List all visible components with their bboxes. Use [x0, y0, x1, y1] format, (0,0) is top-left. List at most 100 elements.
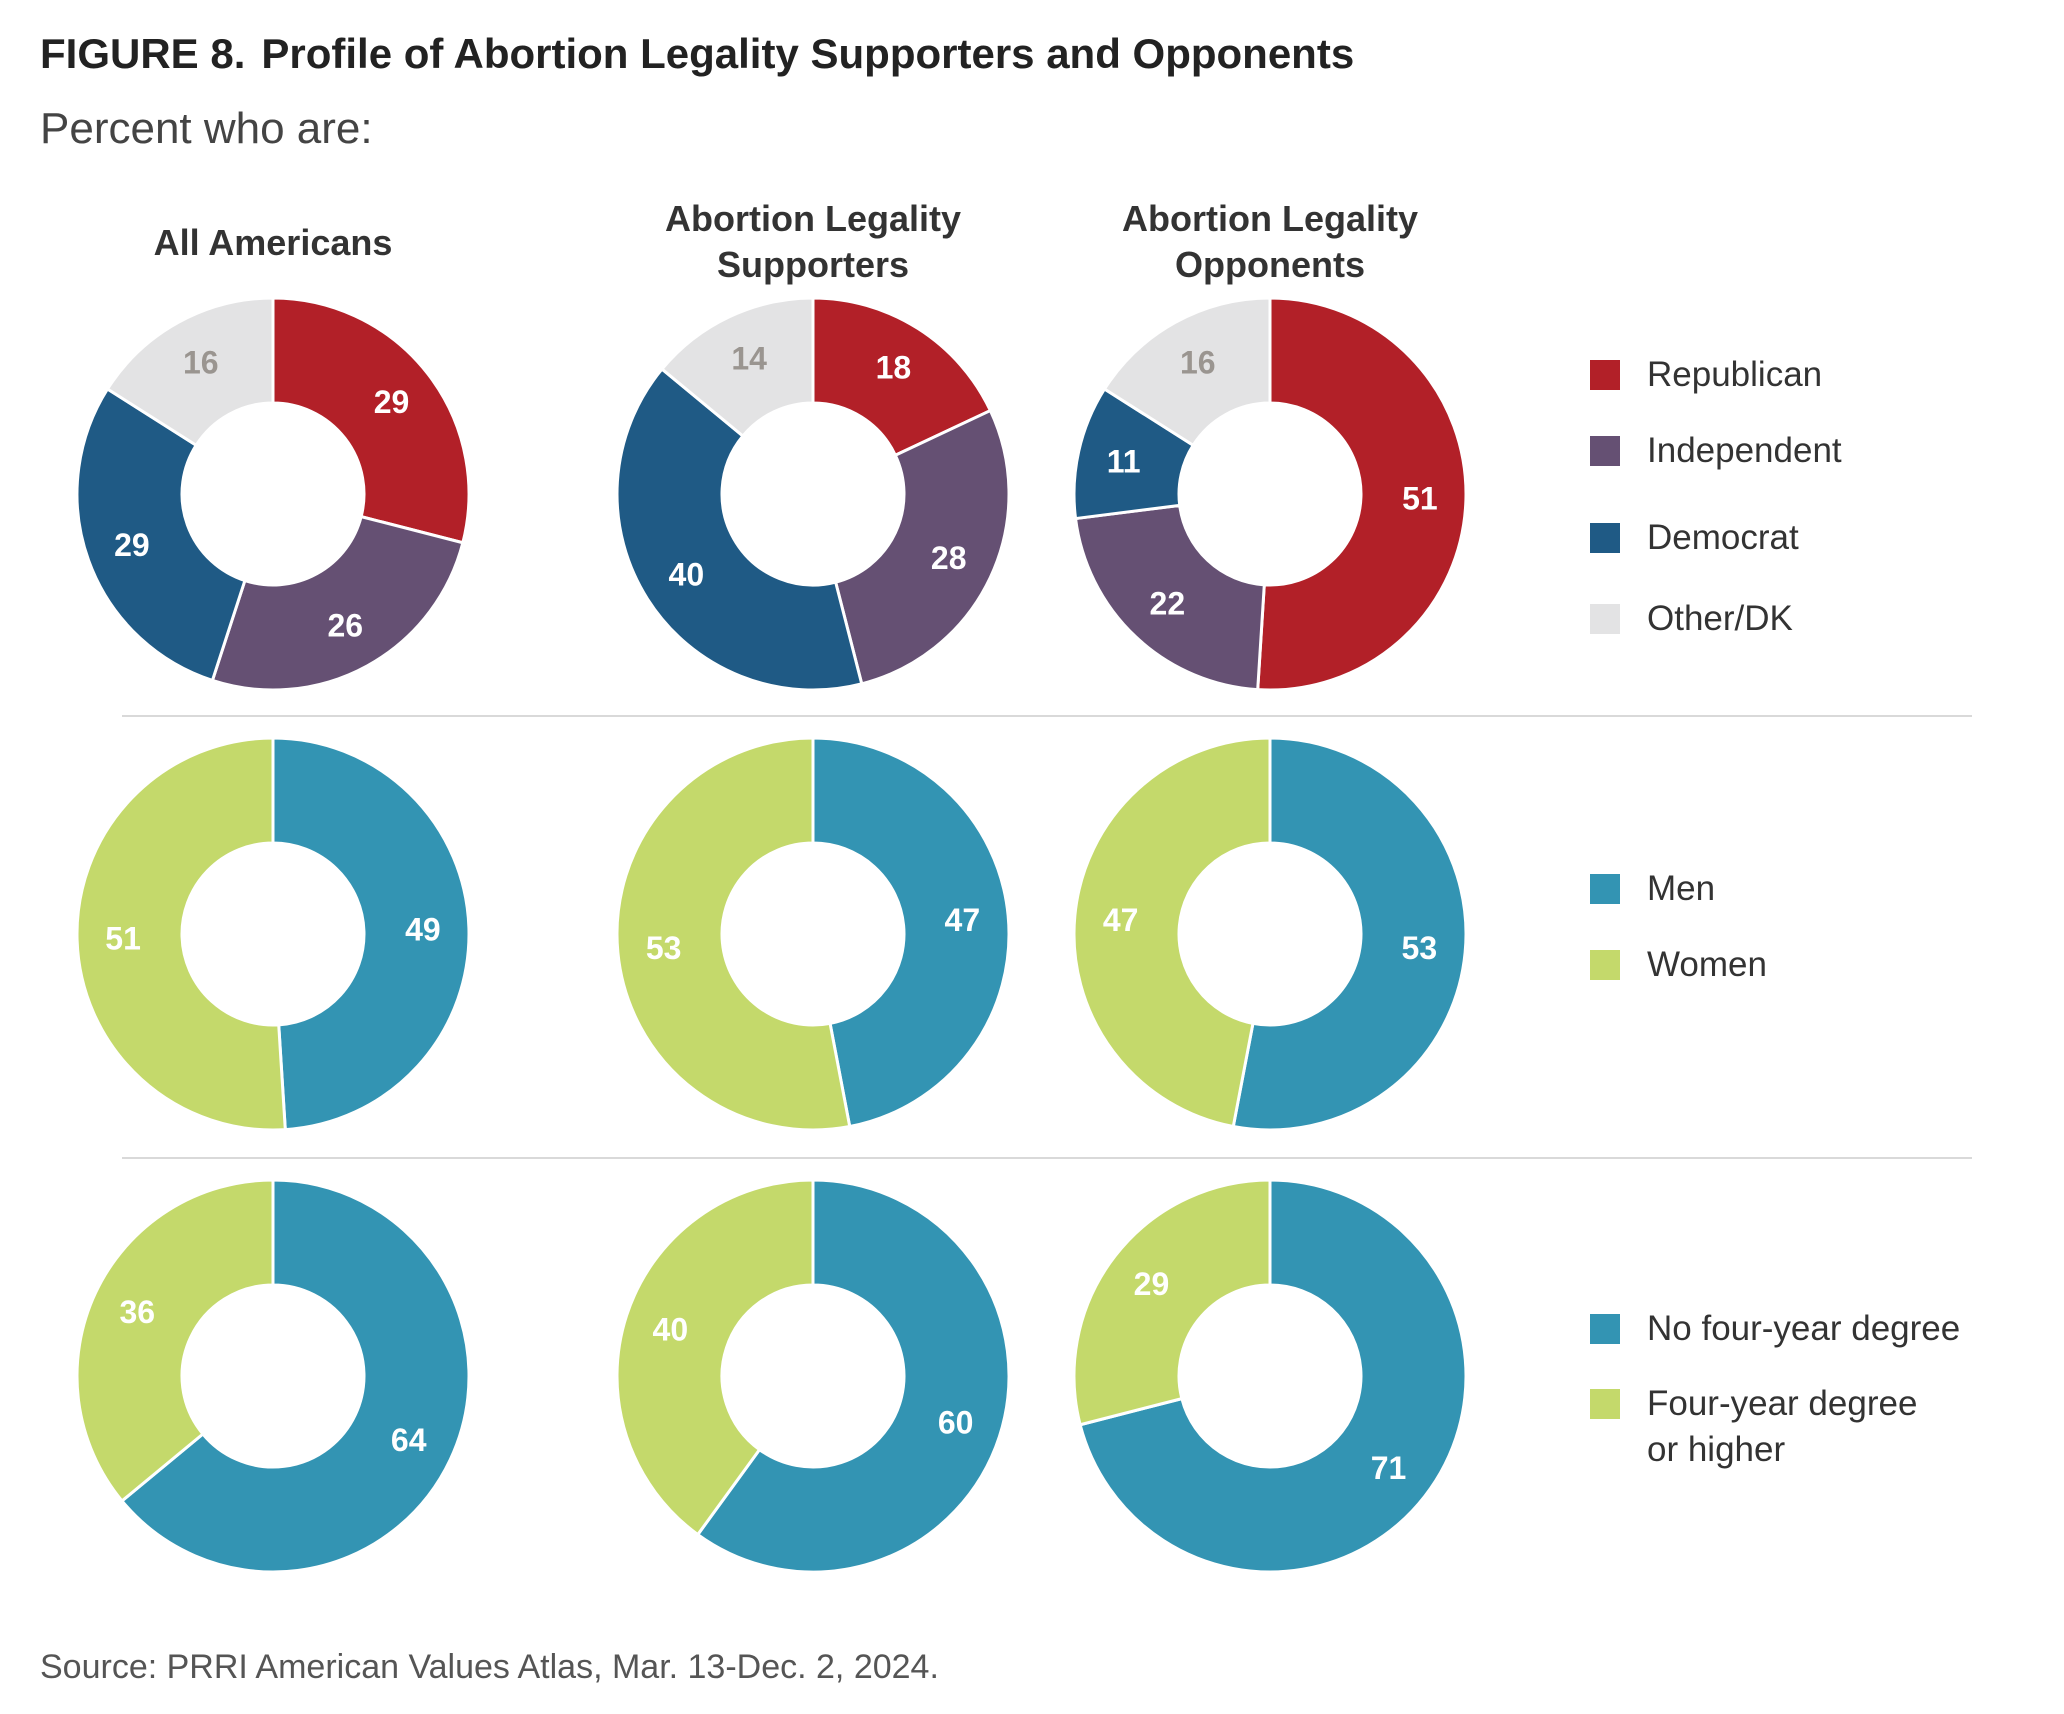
- legend-item: Independent: [1590, 428, 1842, 474]
- legend-swatch: [1590, 874, 1620, 904]
- figure-title-text: Profile of Abortion Legality Supporters …: [261, 30, 1355, 77]
- data-label-republican: 18: [876, 349, 912, 385]
- data-label-women: 51: [105, 921, 141, 957]
- legend-label-line: Republican: [1647, 355, 1823, 394]
- legend-item: Women: [1590, 942, 1767, 988]
- slice-republican: [271, 296, 471, 545]
- legend-swatch: [1590, 360, 1620, 390]
- data-label-men: 47: [945, 902, 981, 938]
- row-divider: [122, 715, 1972, 717]
- slice-no-four-year-degree: [696, 1178, 1011, 1574]
- slice-other-dk: [106, 296, 275, 447]
- legend-label-line: or higher: [1647, 1430, 1786, 1469]
- slice-independent: [834, 409, 1011, 686]
- column-header: Abortion Legality Supporters: [603, 196, 1023, 288]
- legend-label-line: Four-year degree: [1647, 1384, 1918, 1423]
- data-label-democrat: 11: [1107, 443, 1141, 479]
- slice-men: [271, 736, 471, 1132]
- data-label-no-four-year-degree: 64: [391, 1422, 427, 1458]
- legend-label: Republican: [1647, 352, 1822, 398]
- donut-gender-abortion-legality-opponents: 53 47: [1072, 736, 1468, 1132]
- slice-democrat: [615, 367, 864, 692]
- legend-label: Women: [1647, 942, 1767, 988]
- column-header-line: Supporters: [716, 244, 910, 285]
- slice-four-year-degree-or-higher: [1072, 1178, 1272, 1427]
- donut-party-all-americans: 29 26 29 16: [75, 296, 471, 692]
- donut-gender-all-americans: 49 51: [75, 736, 471, 1132]
- data-label-no-four-year-degree: 71: [1371, 1450, 1407, 1486]
- slice-independent: [210, 515, 465, 692]
- column-header: Abortion Legality Opponents: [1060, 196, 1480, 288]
- slice-women: [1072, 736, 1272, 1129]
- donut-gender-abortion-legality-supporters: 47 53: [615, 736, 1011, 1132]
- slice-four-year-degree-or-higher: [615, 1178, 815, 1537]
- data-label-men: 53: [1402, 930, 1438, 966]
- data-label-democrat: 40: [669, 556, 705, 592]
- donut-party-abortion-legality-opponents: 51 22 11 16: [1072, 296, 1468, 692]
- data-label-women: 53: [646, 930, 682, 966]
- slice-no-four-year-degree: [120, 1178, 471, 1574]
- donut-education-all-americans: 64 36: [75, 1178, 471, 1574]
- data-label-independent: 22: [1150, 585, 1186, 621]
- donut-party-abortion-legality-supporters: 18 28 40 14: [615, 296, 1011, 692]
- column-header-line: Abortion Legality: [665, 198, 961, 239]
- column-header: All Americans: [63, 220, 483, 266]
- donut-education-abortion-legality-supporters: 60 40: [615, 1178, 1011, 1574]
- slice-other-dk: [1103, 296, 1272, 447]
- legend-item: Democrat: [1590, 515, 1799, 561]
- slice-independent: [1074, 503, 1266, 692]
- legend-label: Democrat: [1647, 515, 1799, 561]
- slice-republican: [811, 296, 992, 457]
- slice-republican: [1256, 296, 1468, 692]
- slice-four-year-degree-or-higher: [75, 1178, 275, 1503]
- slice-democrat: [75, 387, 247, 682]
- legend-label: No four-year degree: [1647, 1306, 1960, 1352]
- column-header-line: Opponents: [1175, 244, 1365, 285]
- data-label-independent: 26: [327, 607, 363, 643]
- data-label-women: 47: [1103, 902, 1139, 938]
- column-header-line: All Americans: [153, 222, 393, 263]
- row-divider: [122, 1157, 1972, 1159]
- data-label-democrat: 29: [114, 527, 150, 563]
- legend-label: Men: [1647, 866, 1715, 912]
- legend-label-line: Independent: [1647, 431, 1842, 470]
- data-label-four-year-degree-or-higher: 36: [119, 1294, 155, 1330]
- data-label-other-dk: 16: [183, 345, 219, 381]
- data-label-other-dk: 16: [1180, 345, 1216, 381]
- legend-item: Men: [1590, 866, 1715, 912]
- legend-label: Independent: [1647, 428, 1842, 474]
- figure-title: FIGURE 8. Profile of Abortion Legality Su…: [40, 30, 1354, 78]
- legend-label-line: Democrat: [1647, 518, 1799, 557]
- legend-label-line: Other/DK: [1647, 599, 1793, 638]
- data-label-men: 49: [405, 911, 441, 947]
- legend-swatch: [1590, 1389, 1620, 1419]
- slice-men: [811, 736, 1011, 1129]
- legend-label-line: Women: [1647, 945, 1767, 984]
- source-note: Source: PRRI American Values Atlas, Mar.…: [40, 1648, 939, 1686]
- slice-women: [75, 736, 287, 1132]
- legend-swatch: [1590, 523, 1620, 553]
- legend-swatch: [1590, 950, 1620, 980]
- legend-label-line: No four-year degree: [1647, 1309, 1961, 1348]
- donut-education-abortion-legality-opponents: 71 29: [1072, 1178, 1468, 1574]
- slice-no-four-year-degree: [1078, 1178, 1468, 1574]
- legend-item: No four-year degree: [1590, 1306, 1960, 1352]
- figure-label: FIGURE 8.: [40, 30, 246, 77]
- data-label-four-year-degree-or-higher: 40: [653, 1312, 689, 1348]
- legend-label-line: Men: [1647, 869, 1716, 908]
- figure-subtitle: Percent who are:: [40, 104, 373, 153]
- data-label-no-four-year-degree: 60: [938, 1404, 974, 1440]
- data-label-republican: 51: [1402, 481, 1438, 517]
- column-header-line: Abortion Legality: [1122, 198, 1418, 239]
- legend-item: Republican: [1590, 352, 1822, 398]
- legend-label: Other/DK: [1647, 596, 1793, 642]
- legend-item: Other/DK: [1590, 596, 1793, 642]
- legend-swatch: [1590, 436, 1620, 466]
- data-label-four-year-degree-or-higher: 29: [1134, 1266, 1170, 1302]
- legend-item: Four-year degree or higher: [1590, 1381, 1917, 1473]
- legend-swatch: [1590, 604, 1620, 634]
- legend-swatch: [1590, 1314, 1620, 1344]
- slice-men: [1231, 736, 1468, 1132]
- slice-women: [615, 736, 852, 1132]
